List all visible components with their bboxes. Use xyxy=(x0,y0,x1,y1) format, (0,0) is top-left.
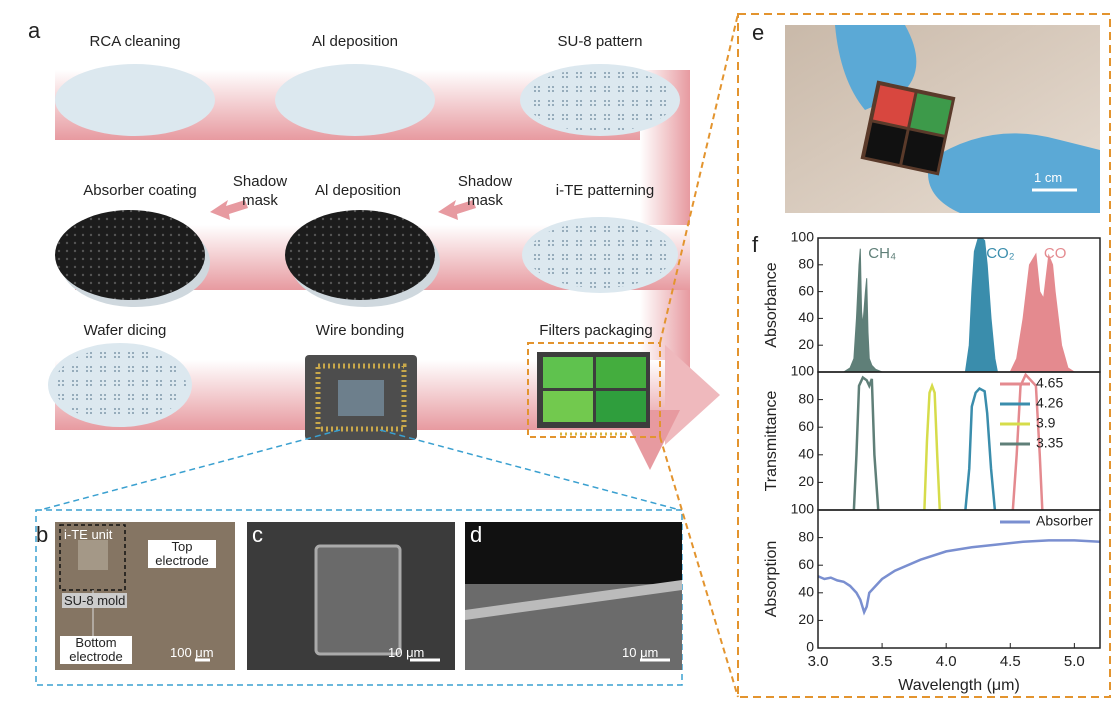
line xyxy=(854,378,878,510)
line xyxy=(965,389,994,510)
plot-frame xyxy=(818,510,1100,648)
y-tick-label: 100 xyxy=(791,229,815,245)
y-axis-label: Transmittance xyxy=(763,391,780,492)
y-tick-label: 40 xyxy=(798,446,814,462)
x-tick-label: 3.5 xyxy=(872,653,893,670)
area xyxy=(844,249,882,372)
x-tick-label: 4.5 xyxy=(1000,653,1021,670)
y-tick-label: 100 xyxy=(791,501,815,517)
line xyxy=(818,540,1100,612)
y-axis-label: Absorbance xyxy=(763,262,780,347)
series-label: CO xyxy=(1044,245,1067,262)
y-tick-label: 80 xyxy=(798,528,814,544)
legend-label: Absorber xyxy=(1036,513,1093,529)
x-tick-label: 3.0 xyxy=(808,653,829,670)
legend-label: 3.35 xyxy=(1036,435,1063,451)
x-tick-label: 4.0 xyxy=(936,653,957,670)
y-tick-label: 60 xyxy=(798,556,814,572)
legend-label: 4.26 xyxy=(1036,395,1063,411)
x-axis-label: Wavelength (μm) xyxy=(898,677,1020,694)
y-tick-label: 20 xyxy=(798,611,814,627)
line xyxy=(924,386,939,510)
figure: a RCA cleaning Al deposition SU-8 patter… xyxy=(0,0,1120,705)
legend-label: 4.65 xyxy=(1036,375,1063,391)
y-tick-label: 80 xyxy=(798,390,814,406)
series-label: CO₂ xyxy=(986,245,1015,262)
series-label: CH₄ xyxy=(868,245,896,262)
y-tick-label: 100 xyxy=(791,363,815,379)
y-tick-label: 40 xyxy=(798,309,814,325)
y-tick-label: 60 xyxy=(798,282,814,298)
y-tick-label: 40 xyxy=(798,584,814,600)
y-axis-label: Absorption xyxy=(763,541,780,618)
legend-label: 3.9 xyxy=(1036,415,1056,431)
y-tick-label: 60 xyxy=(798,418,814,434)
x-tick-label: 5.0 xyxy=(1064,653,1085,670)
y-tick-label: 20 xyxy=(798,473,814,489)
chart: 20 40 60 80 100 Absorbance CH₄ CO₂ CO 20 40 60 80 100… xyxy=(0,0,1120,705)
area xyxy=(1010,254,1074,372)
y-tick-label: 20 xyxy=(798,336,814,352)
y-tick-label: 80 xyxy=(798,256,814,272)
